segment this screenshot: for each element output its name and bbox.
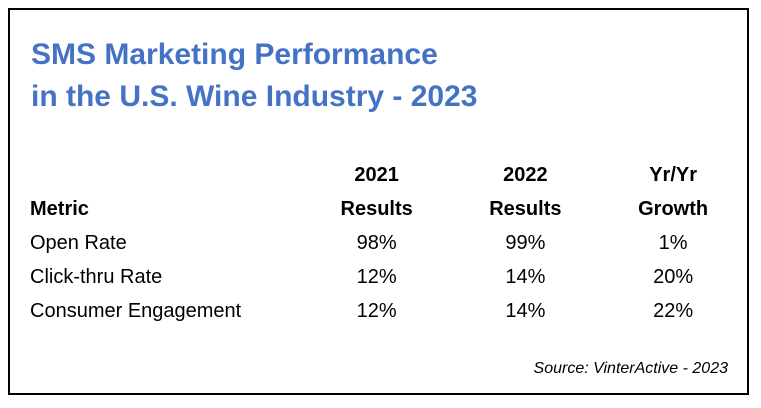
table-header-row: Metric 2021 Results 2022 Results Yr/Yr G… xyxy=(28,158,747,226)
header-2021-year: 2021 xyxy=(354,164,399,186)
header-2022-label: Results xyxy=(489,198,562,220)
title-line-1: SMS Marketing Performance xyxy=(31,38,438,71)
header-2021-label: Results xyxy=(340,198,413,220)
header-2021-results: 2021 Results xyxy=(302,158,452,226)
infographic-frame: SMS Marketing Performance in the U.S. Wi… xyxy=(8,8,749,395)
header-growth-line1: Yr/Yr xyxy=(649,164,698,186)
value-growth: 20% xyxy=(653,266,694,288)
header-2022-results: 2022 Results xyxy=(452,158,600,226)
source-caption: Source: VinterActive - 2023 xyxy=(533,360,728,377)
value-growth: 22% xyxy=(653,300,694,322)
value-2022: 99% xyxy=(505,232,546,254)
table-row: Click-thru Rate 12% 14% 20% xyxy=(28,260,747,294)
header-growth-line2: Growth xyxy=(638,198,709,220)
header-2022-year: 2022 xyxy=(503,164,548,186)
value-growth: 1% xyxy=(658,232,688,254)
metric-name: Click-thru Rate xyxy=(30,266,163,288)
value-2022: 14% xyxy=(505,266,546,288)
title-line-2: in the U.S. Wine Industry - 2023 xyxy=(31,80,478,113)
metric-name: Consumer Engagement xyxy=(30,300,242,322)
value-2021: 98% xyxy=(356,232,397,254)
page-title: SMS Marketing Performance in the U.S. Wi… xyxy=(31,34,477,118)
table-row: Consumer Engagement 12% 14% 22% xyxy=(28,294,747,328)
value-2021: 12% xyxy=(356,300,397,322)
table-row: Open Rate 98% 99% 1% xyxy=(28,226,747,260)
metric-name: Open Rate xyxy=(30,232,127,254)
header-metric: Metric xyxy=(28,158,302,226)
header-metric-label: Metric xyxy=(30,198,89,220)
value-2021: 12% xyxy=(356,266,397,288)
metrics-table: Metric 2021 Results 2022 Results Yr/Yr G… xyxy=(28,158,747,328)
header-yoy-growth: Yr/Yr Growth xyxy=(599,158,747,226)
value-2022: 14% xyxy=(505,300,546,322)
